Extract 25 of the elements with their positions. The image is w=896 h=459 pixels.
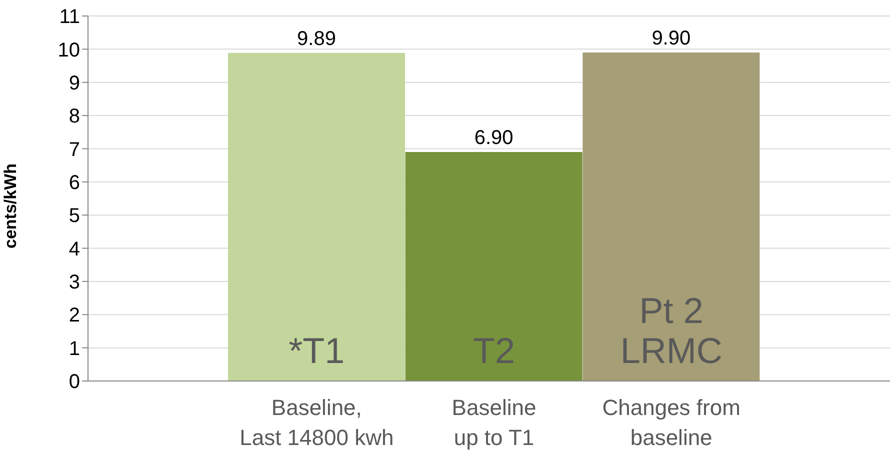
x-tick-label: Baseline up to T1 [452, 395, 536, 450]
y-axis-title: cents/kWh [1, 163, 20, 248]
y-tick-label: 9 [68, 72, 80, 94]
bar [405, 152, 582, 381]
x-tick-label: Changes from baseline [602, 395, 740, 450]
y-tick-label: 0 [68, 371, 80, 394]
annotation: Pt 2 LRMC [620, 290, 722, 371]
annotation: T2 [472, 330, 516, 371]
data-label: 9.89 [297, 28, 336, 50]
y-tick-label: 6 [68, 172, 80, 194]
bar [582, 52, 760, 381]
y-tick-label: 10 [58, 39, 80, 62]
data-label: 6.90 [474, 127, 514, 150]
y-tick-label: 5 [68, 205, 80, 228]
y-tick-label: 7 [68, 138, 80, 161]
x-tick-label: Baseline, Last 14800 kwh [240, 395, 394, 450]
y-tick-label: 3 [68, 272, 80, 294]
y-tick-label: 2 [68, 304, 80, 327]
y-tick-label: 11 [59, 6, 80, 28]
y-tick-label: 4 [68, 238, 80, 260]
y-tick-label: 8 [68, 106, 80, 128]
annotation: *T1 [288, 330, 345, 371]
data-label: 9.90 [652, 28, 691, 50]
bar [228, 52, 405, 381]
y-tick-label: 1 [68, 338, 80, 360]
